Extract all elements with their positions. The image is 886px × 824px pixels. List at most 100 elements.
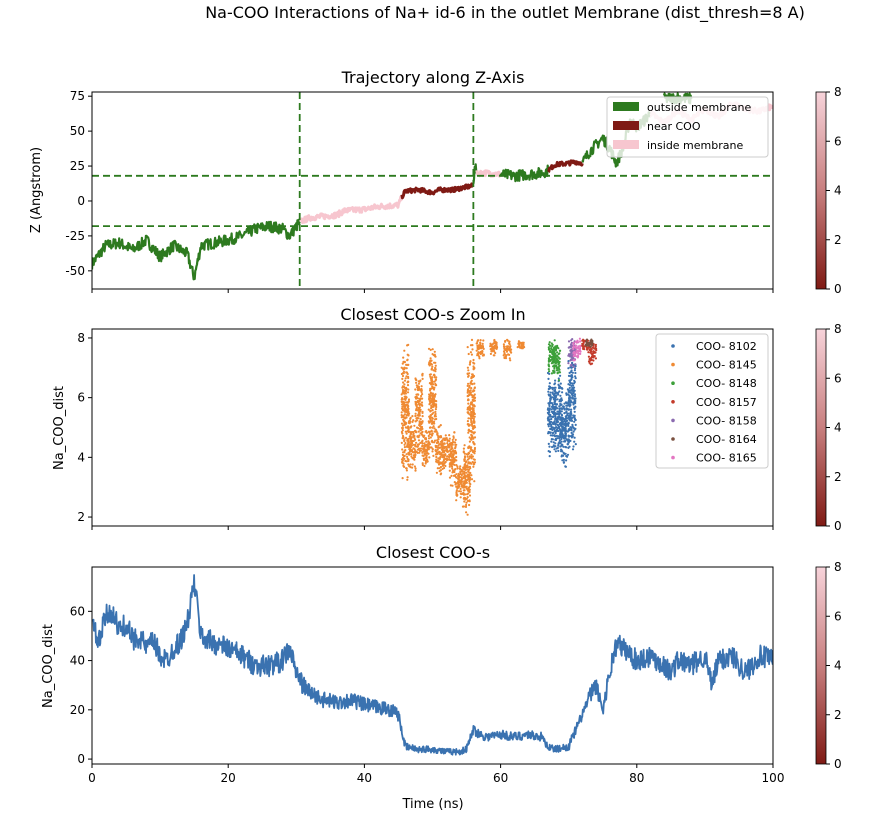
- scatter-point: [567, 404, 571, 407]
- scatter-point: [472, 465, 475, 468]
- scatter-point: [558, 390, 561, 393]
- scatter-point: [466, 493, 469, 496]
- panel-title-trajectory: Trajectory along Z-Axis: [341, 68, 525, 87]
- scatter-point: [406, 445, 409, 448]
- scatter-point: [548, 350, 552, 354]
- scatter-point: [473, 436, 477, 439]
- scatter-point: [473, 415, 476, 418]
- scatter-point: [573, 440, 576, 443]
- scatter-point: [489, 352, 492, 355]
- scatter-point: [508, 342, 511, 345]
- scatter-point: [404, 436, 408, 439]
- scatter-point: [469, 382, 472, 385]
- ytick-label: -50: [65, 264, 85, 278]
- xtick-label: 0: [88, 771, 96, 785]
- scatter-point: [554, 432, 557, 435]
- legend-zoom: COO- 8102 COO- 8145 COO- 8148 COO- 8157 COO-…: [655, 333, 769, 469]
- scatter-point: [425, 450, 428, 453]
- scatter-point: [431, 417, 434, 420]
- scatter-point: [462, 491, 465, 495]
- scatter-point: [452, 470, 455, 473]
- scatter-point: [575, 349, 579, 352]
- scatter-point: [411, 415, 414, 418]
- scatter-point: [453, 474, 456, 477]
- scatter-point: [433, 394, 436, 397]
- scatter-point: [428, 373, 431, 376]
- scatter-point: [556, 369, 559, 372]
- scatter-point: [587, 355, 591, 358]
- scatter-point: [411, 463, 414, 466]
- scatter-point: [437, 438, 440, 441]
- scatter-point: [570, 389, 573, 392]
- scatter-point: [578, 347, 582, 350]
- scatter-point: [406, 443, 409, 446]
- scatter-point: [473, 412, 476, 416]
- legend-marker: [671, 381, 675, 386]
- scatter-point: [553, 448, 556, 451]
- scatter-point: [571, 361, 574, 364]
- scatter-point: [446, 442, 449, 445]
- scatter-point: [509, 359, 512, 362]
- scatter-point: [463, 472, 466, 475]
- scatter-point: [576, 339, 579, 342]
- scatter-point: [448, 446, 451, 449]
- scatter-point: [551, 434, 554, 437]
- scatter-point: [577, 352, 580, 355]
- scatter-point: [403, 368, 406, 371]
- scatter-point: [420, 389, 423, 392]
- scatter-point: [403, 413, 406, 416]
- scatter-point: [433, 386, 436, 389]
- scatter-point: [432, 405, 435, 408]
- scatter-point: [403, 439, 406, 442]
- scatter-point: [549, 434, 552, 437]
- scatter-point: [406, 476, 409, 479]
- scatter-point: [415, 393, 418, 396]
- closest-distance-line: [92, 574, 773, 756]
- scatter-point: [560, 407, 564, 411]
- scatter-point: [508, 346, 512, 349]
- scatter-point: [469, 447, 472, 451]
- scatter-point: [569, 419, 572, 422]
- scatter-point: [556, 398, 559, 401]
- scatter-point: [572, 384, 575, 387]
- scatter-point: [401, 377, 404, 380]
- scatter-point: [404, 410, 407, 413]
- colorbar-tick-label: 0: [834, 519, 842, 533]
- scatter-point: [562, 461, 566, 464]
- scatter-point: [441, 448, 444, 451]
- scatter-point: [562, 445, 565, 448]
- colorbar-tick-label: 2: [834, 233, 842, 247]
- scatter-point: [574, 340, 577, 343]
- scatter-point: [564, 401, 568, 404]
- scatter-point: [455, 485, 458, 488]
- scatter-point: [421, 462, 424, 465]
- scatter-point: [504, 340, 507, 343]
- scatter-point: [550, 426, 553, 429]
- scatter-point: [468, 457, 471, 460]
- scatter-point: [439, 424, 442, 427]
- scatter-point: [574, 399, 577, 403]
- scatter-point: [565, 414, 568, 417]
- scatter-point: [430, 368, 433, 371]
- scatter-point: [442, 456, 446, 459]
- scatter-point: [453, 431, 456, 434]
- scatter-point: [573, 393, 577, 396]
- scatter-point: [563, 437, 566, 440]
- scatter-point: [428, 364, 431, 367]
- scatter-point: [467, 382, 470, 385]
- scatter-point: [559, 445, 562, 448]
- scatter-point: [422, 458, 426, 461]
- scatter-point: [403, 457, 406, 460]
- scatter-point: [452, 436, 455, 439]
- ytick-label: 60: [70, 604, 85, 618]
- scatter-point: [479, 347, 482, 350]
- scatter-point: [403, 443, 406, 446]
- legend-swatch-near: [613, 121, 639, 130]
- legend-marker: [671, 362, 675, 367]
- scatter-point: [455, 499, 458, 502]
- scatter-point: [510, 351, 513, 354]
- scatter-point: [431, 393, 434, 396]
- scatter-point: [466, 513, 469, 516]
- scatter-point: [414, 469, 417, 472]
- xtick-label: 60: [493, 771, 508, 785]
